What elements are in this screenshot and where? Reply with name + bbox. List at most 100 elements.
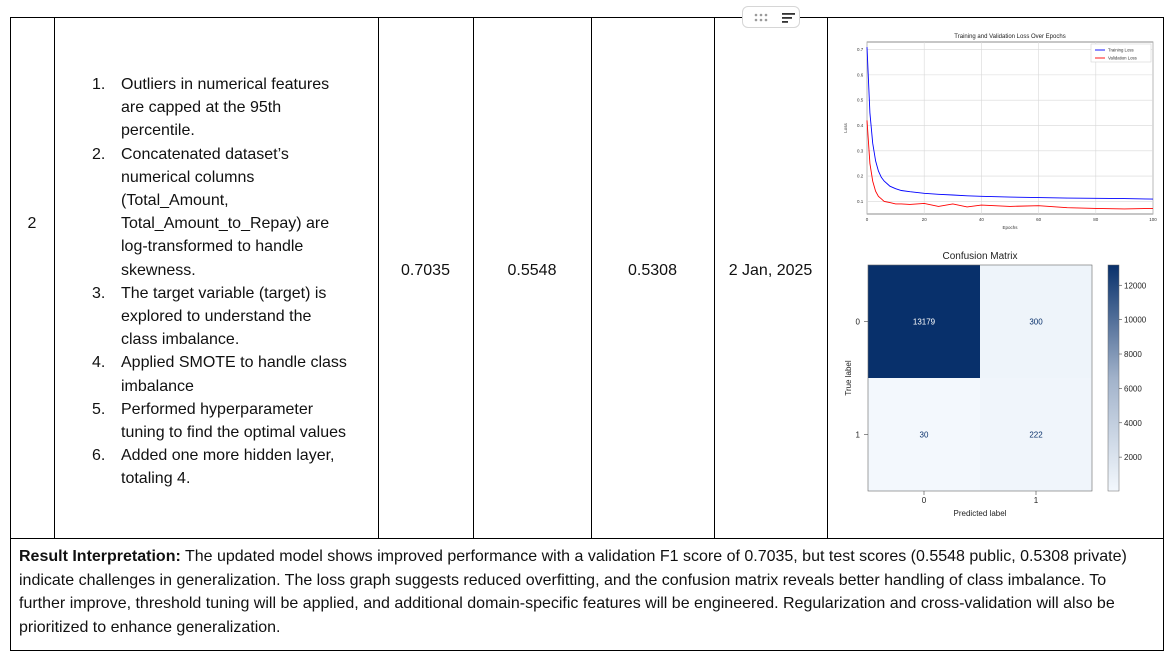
training-loss-line <box>866 47 1154 200</box>
result-label: Result Interpretation: <box>19 548 181 565</box>
cm-colorbar-tick-label: 10000 <box>1124 316 1147 325</box>
cm-frame <box>867 264 1093 492</box>
cm-colorbar-tick-label: 6000 <box>1124 384 1142 393</box>
row-number: 2 <box>27 215 37 232</box>
cm-row-tick-label: 1 <box>856 431 861 440</box>
result-text: The updated model shows improved perform… <box>19 548 1127 636</box>
step-text-line: skewness. <box>121 261 196 279</box>
loss-x-tick-label: 100 <box>1149 217 1157 222</box>
col-divider-4 <box>591 17 592 539</box>
preprocessing-steps-list: 1. Outliers in numerical features are capp… <box>68 73 368 491</box>
loss-y-tick-label: 0.4 <box>857 123 864 128</box>
loss-x-axis-label: Epochs <box>1002 225 1018 230</box>
step-text-line: Added one more hidden layer, <box>121 447 335 465</box>
cm-colorbar-tick-label: 4000 <box>1124 419 1142 428</box>
cm-cell-value: 30 <box>920 431 929 440</box>
step-item: 2. Concatenated dataset’s numerical column… <box>68 143 368 282</box>
loss-x-tick-label: 40 <box>979 217 985 222</box>
loss-y-tick-label: 0.3 <box>857 148 864 153</box>
step-number: 1. <box>92 76 106 93</box>
step-text-line: numerical columns <box>121 168 255 186</box>
col-divider-3 <box>473 17 474 539</box>
row-divider <box>10 538 1164 539</box>
col-divider-6 <box>827 17 828 539</box>
loss-chart-title: Training and Validation Loss Over Epochs <box>954 34 1065 40</box>
col-divider-5 <box>714 17 715 539</box>
lines-menu-icon[interactable] <box>781 11 797 25</box>
loss-legend-label: Validation Loss <box>1108 56 1137 61</box>
loss-plot-area <box>866 41 1154 215</box>
table-top-border <box>10 17 1164 18</box>
validation-loss-line <box>866 120 1154 210</box>
col-divider-2 <box>378 17 379 539</box>
loss-legend-label: Training Loss <box>1108 48 1134 53</box>
step-item: 5. Performed hyperparameter tuning to find… <box>68 398 368 444</box>
public-score: 0.5548 <box>507 262 557 279</box>
step-item: 1. Outliers in numerical features are capp… <box>68 73 368 143</box>
step-number: 5. <box>92 400 106 418</box>
cm-y-axis-label: True label <box>844 360 853 396</box>
loss-y-tick-label: 0.1 <box>857 199 864 204</box>
step-number: 6. <box>92 447 106 465</box>
cm-cell <box>980 265 1092 378</box>
loss-y-tick-label: 0.7 <box>857 47 864 52</box>
step-text-line: The target variable (target) is <box>121 284 327 302</box>
step-text-line: class imbalance. <box>121 331 240 349</box>
cm-cell <box>980 378 1092 491</box>
step-item: 4. Applied SMOTE to handle class imbalance <box>68 351 368 397</box>
step-number: 2. <box>92 145 106 163</box>
step-number: 3. <box>92 284 106 302</box>
loss-legend: Training Loss Validation Loss <box>1090 43 1152 63</box>
step-item: 6. Added one more hidden layer, totaling 4… <box>68 444 368 490</box>
cm-colorbar-tick-label: 8000 <box>1124 350 1142 359</box>
loss-y-tick-label: 0.6 <box>857 72 864 77</box>
drag-handle-icon[interactable] <box>743 7 801 29</box>
step-number: 4. <box>92 354 106 372</box>
step-text-line: Performed hyperparameter <box>121 400 314 418</box>
cm-cell-value: 13179 <box>913 318 936 327</box>
validation-f1-score: 0.7035 <box>401 262 450 279</box>
cm-title: Confusion Matrix <box>942 251 1017 262</box>
cm-col-tick-label: 0 <box>922 496 927 505</box>
loss-y-tick-label: 0.5 <box>857 98 864 103</box>
cm-row-tick-label: 0 <box>856 318 861 327</box>
loss-legend-box <box>1090 43 1152 63</box>
loss-y-tick-label: 0.2 <box>857 174 864 179</box>
private-score: 0.5308 <box>628 262 677 279</box>
step-text-line: tuning to find the optimal values <box>121 424 347 442</box>
loss-x-tick-label: 0 <box>866 217 869 222</box>
step-text-line: percentile. <box>121 122 195 140</box>
step-text-line: Outliers in numerical features <box>121 76 330 93</box>
result-interpretation: Result Interpretation: The updated model… <box>19 545 1149 639</box>
cm-cell <box>868 378 980 491</box>
cm-cell <box>868 265 980 378</box>
cm-cell-value: 300 <box>1029 318 1043 327</box>
loss-y-axis-label: Loss <box>843 123 848 133</box>
col-divider-1 <box>54 17 55 539</box>
cm-colorbar-tick-label: 2000 <box>1124 453 1142 462</box>
step-text-line: Applied SMOTE to handle class <box>121 354 347 372</box>
loss-chart: Training and Validation Loss Over Epochs… <box>843 34 1157 230</box>
step-text-line: Total_Amount_to_Repay) are <box>121 215 330 233</box>
cm-colorbar-tick-label: 12000 <box>1124 281 1147 290</box>
step-text-line: (Total_Amount, <box>121 192 229 210</box>
table-right-border <box>1163 17 1164 651</box>
submission-date: 2 Jan, 2025 <box>728 262 813 279</box>
step-text-line: are capped at the 95th <box>121 99 282 117</box>
loss-x-tick-label: 60 <box>1036 217 1042 222</box>
cm-col-tick-label: 1 <box>1034 496 1039 505</box>
step-text-line: imbalance <box>121 377 194 395</box>
confusion-matrix-chart: Confusion Matrix 13179 300 30 222 0 1 0 1 Predict… <box>844 251 1147 518</box>
table-left-border <box>10 17 11 651</box>
step-text-line: log-transformed to handle <box>121 238 304 256</box>
step-item: 3. The target variable (target) is explore… <box>68 282 368 352</box>
loss-x-tick-label: 80 <box>1093 217 1099 222</box>
table-drag-handle[interactable] <box>742 6 800 28</box>
step-text-line: Concatenated dataset’s <box>121 145 289 163</box>
cm-cell-value: 222 <box>1029 431 1043 440</box>
step-text-line: totaling 4. <box>121 470 191 488</box>
step-text-line: explored to understand the <box>121 308 312 326</box>
cm-colorbar <box>1107 264 1120 492</box>
loss-x-tick-label: 20 <box>922 217 928 222</box>
cm-x-axis-label: Predicted label <box>954 509 1007 518</box>
